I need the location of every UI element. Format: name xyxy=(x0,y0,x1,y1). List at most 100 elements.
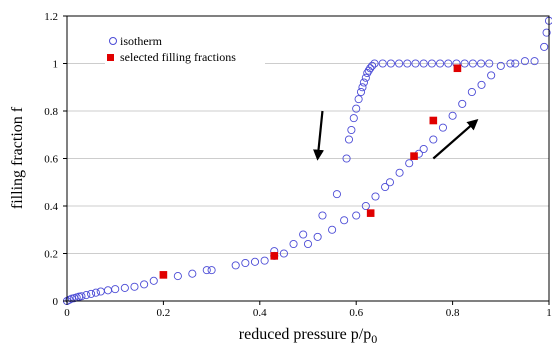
isotherm-point xyxy=(349,114,358,123)
isotherm-point xyxy=(358,83,367,92)
isotherm-point xyxy=(130,282,139,291)
isotherm-point xyxy=(173,272,182,281)
isotherm-point xyxy=(386,59,395,68)
y-tick-label: 0.4 xyxy=(44,201,58,213)
isotherm-point xyxy=(385,178,394,187)
isotherm-point xyxy=(468,59,477,68)
selected-fraction-point xyxy=(410,152,418,160)
isotherm-point xyxy=(419,144,428,154)
isotherm-point xyxy=(332,190,341,199)
x-axis-title: reduced pressure p/p0 xyxy=(239,326,377,346)
isotherm-point xyxy=(260,256,269,265)
isotherm-point xyxy=(202,266,211,275)
x-tick-label: 0.4 xyxy=(253,307,267,319)
isotherm-point xyxy=(96,287,105,296)
isotherm-point xyxy=(231,261,240,270)
isotherm-point xyxy=(438,123,448,132)
isotherm-point xyxy=(506,59,515,68)
x-tick-label: 1 xyxy=(546,307,552,319)
isotherm-point xyxy=(207,266,216,275)
legend-selected-label: selected filling fractions xyxy=(120,50,236,64)
isotherm-point xyxy=(149,276,158,285)
selected-fraction-point xyxy=(366,209,375,217)
isotherm-point xyxy=(188,269,197,278)
isotherm-point xyxy=(299,230,308,239)
isotherm-point xyxy=(530,57,539,66)
isotherm-point xyxy=(356,87,366,97)
isotherm-point xyxy=(313,232,322,241)
isotherm-point xyxy=(91,288,100,297)
isotherm-point xyxy=(354,95,363,104)
isotherm-point xyxy=(279,249,288,258)
isotherm-point xyxy=(477,80,486,89)
isotherm-point xyxy=(82,291,91,300)
legend-selected-marker xyxy=(107,54,114,61)
isotherm-point xyxy=(361,73,370,82)
isotherm-point xyxy=(381,182,390,192)
isotherm-point xyxy=(395,59,404,68)
isotherm-point xyxy=(347,125,356,135)
arrows xyxy=(313,110,479,161)
legend-isotherm-label: isotherm xyxy=(120,34,163,48)
tick-labels: 0 0.2 0.4 0.6 0.8 1 0 0.2 0.4 0.6 0.8 1 1.2 xyxy=(44,11,552,319)
isotherm-point xyxy=(496,61,505,70)
isotherm-point xyxy=(448,111,457,120)
isotherm-point xyxy=(77,292,86,301)
legend-box xyxy=(105,30,265,70)
isotherm-point xyxy=(318,211,327,220)
isotherm-point xyxy=(542,28,551,37)
y-tick-label: 0.6 xyxy=(44,154,58,166)
arrow-up xyxy=(432,119,479,160)
isotherm-point xyxy=(487,71,496,80)
isotherm-point xyxy=(476,59,486,68)
legend: isotherm selected filling fractions xyxy=(105,30,265,70)
isotherm-point xyxy=(363,68,372,78)
y-axis-title: filling fraction f xyxy=(9,106,26,209)
isotherm-point xyxy=(467,87,476,97)
isotherm-point xyxy=(403,59,412,68)
isotherm-point xyxy=(370,59,379,68)
isotherm-point xyxy=(460,59,469,68)
isotherm-point xyxy=(359,78,368,87)
isotherm-point xyxy=(289,239,298,249)
isotherm-point xyxy=(103,286,113,295)
x-tick-label: 0.2 xyxy=(157,307,171,319)
y-tick-label: 0.2 xyxy=(44,249,58,261)
y-tick-label: 0 xyxy=(53,296,59,308)
isotherm-point xyxy=(111,285,120,294)
x-axis-title-subscript: 0 xyxy=(371,332,377,346)
isotherm-point xyxy=(352,104,361,113)
isotherm-point xyxy=(419,59,428,68)
isotherm-point xyxy=(395,168,404,177)
x-tick-label: 0 xyxy=(64,307,70,319)
isotherm-point xyxy=(303,239,313,249)
selected-fraction-point xyxy=(429,116,438,125)
isotherm-point xyxy=(540,42,549,51)
isotherm-point xyxy=(520,57,529,66)
arrow-down xyxy=(313,110,325,161)
y-tick-label: 1 xyxy=(53,59,59,71)
selected-fraction-point xyxy=(453,64,462,73)
y-tick-label: 0.8 xyxy=(44,106,58,118)
selected-fraction-point xyxy=(270,252,279,260)
isotherm-point xyxy=(485,59,494,68)
isotherm-point xyxy=(344,135,354,144)
isotherm-point xyxy=(340,216,349,225)
isotherm-point xyxy=(405,159,414,168)
grid xyxy=(67,63,549,254)
isotherm-point xyxy=(250,257,260,266)
isotherm-point xyxy=(241,258,250,268)
y-tick-label: 1.2 xyxy=(44,11,58,23)
isotherm-point xyxy=(511,59,520,68)
isotherm-point xyxy=(361,201,370,211)
x-tick-label: 0.8 xyxy=(446,307,460,319)
isotherm-point xyxy=(378,59,387,68)
isotherm-point xyxy=(140,280,149,289)
isotherm-point xyxy=(87,289,96,298)
isotherm-point xyxy=(436,59,445,68)
isotherm-point xyxy=(328,225,337,234)
x-tick-label: 0.6 xyxy=(349,307,363,319)
x-axis-title-main: reduced pressure p/p xyxy=(239,326,371,343)
isotherm-point xyxy=(368,61,377,70)
